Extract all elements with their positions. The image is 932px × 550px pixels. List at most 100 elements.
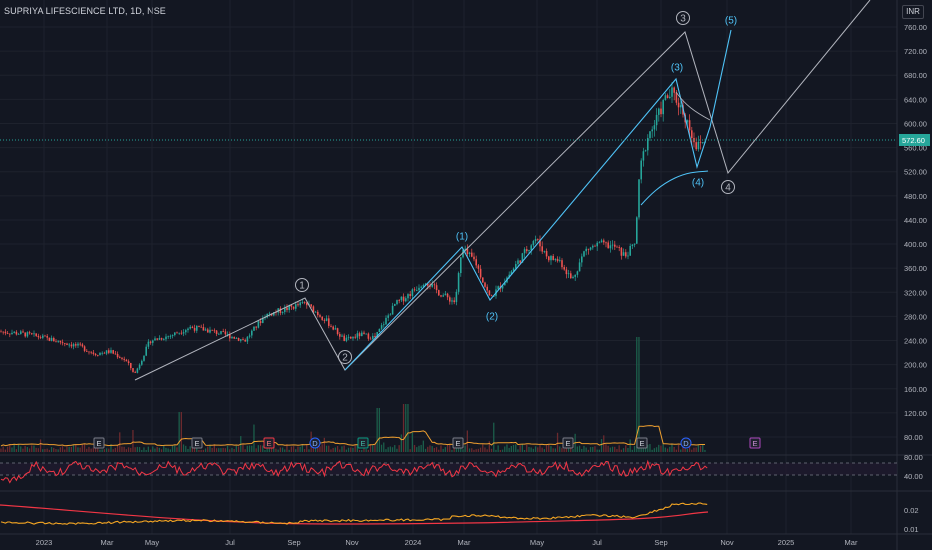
candle-body [75,344,77,346]
candle-body [28,332,31,334]
oscillator-tick-label: 80.00 [904,453,923,462]
volume-bar [559,446,561,452]
volume-bar [418,445,420,452]
volume-bar [277,449,279,452]
volume-bar [631,449,633,452]
price-axis[interactable]: 760.00 720.00 680.00 640.00 600.00 560.00 520.… [899,23,930,534]
candle-body [215,330,218,334]
candle-body [116,354,119,358]
volume-bar [383,442,385,452]
volume-bar [255,448,257,452]
volume-bar [669,446,671,452]
candle-body [88,351,90,353]
candle-body [460,257,462,274]
candle-body [587,248,590,250]
volume-bar [697,444,699,452]
candle-body [400,296,403,301]
time-tick-label: Mar [845,538,858,547]
upper-band-line [675,91,711,121]
candle-body [444,293,447,296]
volume-bar [275,448,277,452]
volume-bar [561,447,563,452]
volume-bar [358,449,361,452]
volume-bar [398,445,400,452]
candle-body [664,95,667,100]
candle-body [325,318,328,321]
volume-bar [154,448,156,452]
volume-bar [334,447,336,452]
candle-body [433,284,436,286]
volume-bar [138,447,141,452]
candle-body [638,179,640,218]
volume-bar [22,448,24,452]
volume-bar [438,449,440,452]
price-tick-label: 480.00 [904,192,927,201]
candle-body [180,332,183,334]
volume-bar [110,444,112,452]
volume-bar [323,437,325,452]
candle-body [614,244,616,247]
volume-bar [290,446,292,452]
volume-bar [671,444,673,452]
volume-bar [48,449,50,452]
candle-body [266,313,268,318]
volume-bar [99,449,101,452]
candle-body [530,245,532,251]
price-tick-label: 440.00 [904,216,927,225]
volume-bar [160,449,163,452]
candle-body [70,344,73,347]
candle-body [666,95,669,99]
candle-body [416,290,418,291]
candle-body [248,335,251,337]
volume-bar [319,446,321,452]
volume-bar [376,408,378,452]
time-axis[interactable]: 2023 Mar May Jul Sep Nov 2024 Mar May Jul Sep Nov 20… [36,538,858,547]
volume-bar [638,337,640,452]
currency-selector[interactable]: INR [902,5,924,19]
volume-bar [435,447,438,452]
volume-bar [77,447,79,452]
time-tick-label: May [145,538,159,547]
candle-body [405,298,407,302]
volume-bar [312,446,314,452]
volume-bar [609,447,611,452]
volume-bar [64,449,66,452]
candle-body [462,249,464,258]
candle-body [618,246,620,248]
candle-body [42,335,44,338]
candle-body [559,260,561,262]
elliott-wave-labels: 1 2 3 4 (1) (2) (3) (4) (5) [295,11,737,364]
candle-body [229,333,231,339]
candle-body [339,334,341,337]
candle-body [299,302,301,306]
volume-bar [596,449,598,452]
candle-body [576,271,579,275]
volume-bar [664,447,666,452]
volume-bar [460,445,462,452]
candle-body [446,293,449,298]
volume-bar [449,444,451,452]
volume-bar [614,446,616,452]
volume-bar [101,449,103,452]
candle-body [72,344,75,347]
volume-bar [83,444,86,452]
time-tick-label: 2025 [778,538,795,547]
volume-bar [189,446,191,452]
candle-body [255,326,257,328]
candle-body [321,316,323,320]
candle-body [644,150,647,152]
volume-bar [618,445,620,452]
volume-bar [530,447,532,452]
candle-body [486,286,488,291]
candle-body [268,313,271,315]
candle-body [110,350,112,353]
candle-body [233,336,235,339]
volume-bar [636,337,638,452]
volume-bar [86,448,88,452]
major-wave-path [134,0,871,381]
volume-bar [378,408,380,452]
candle-body [622,252,625,256]
volume-bar [504,446,506,452]
